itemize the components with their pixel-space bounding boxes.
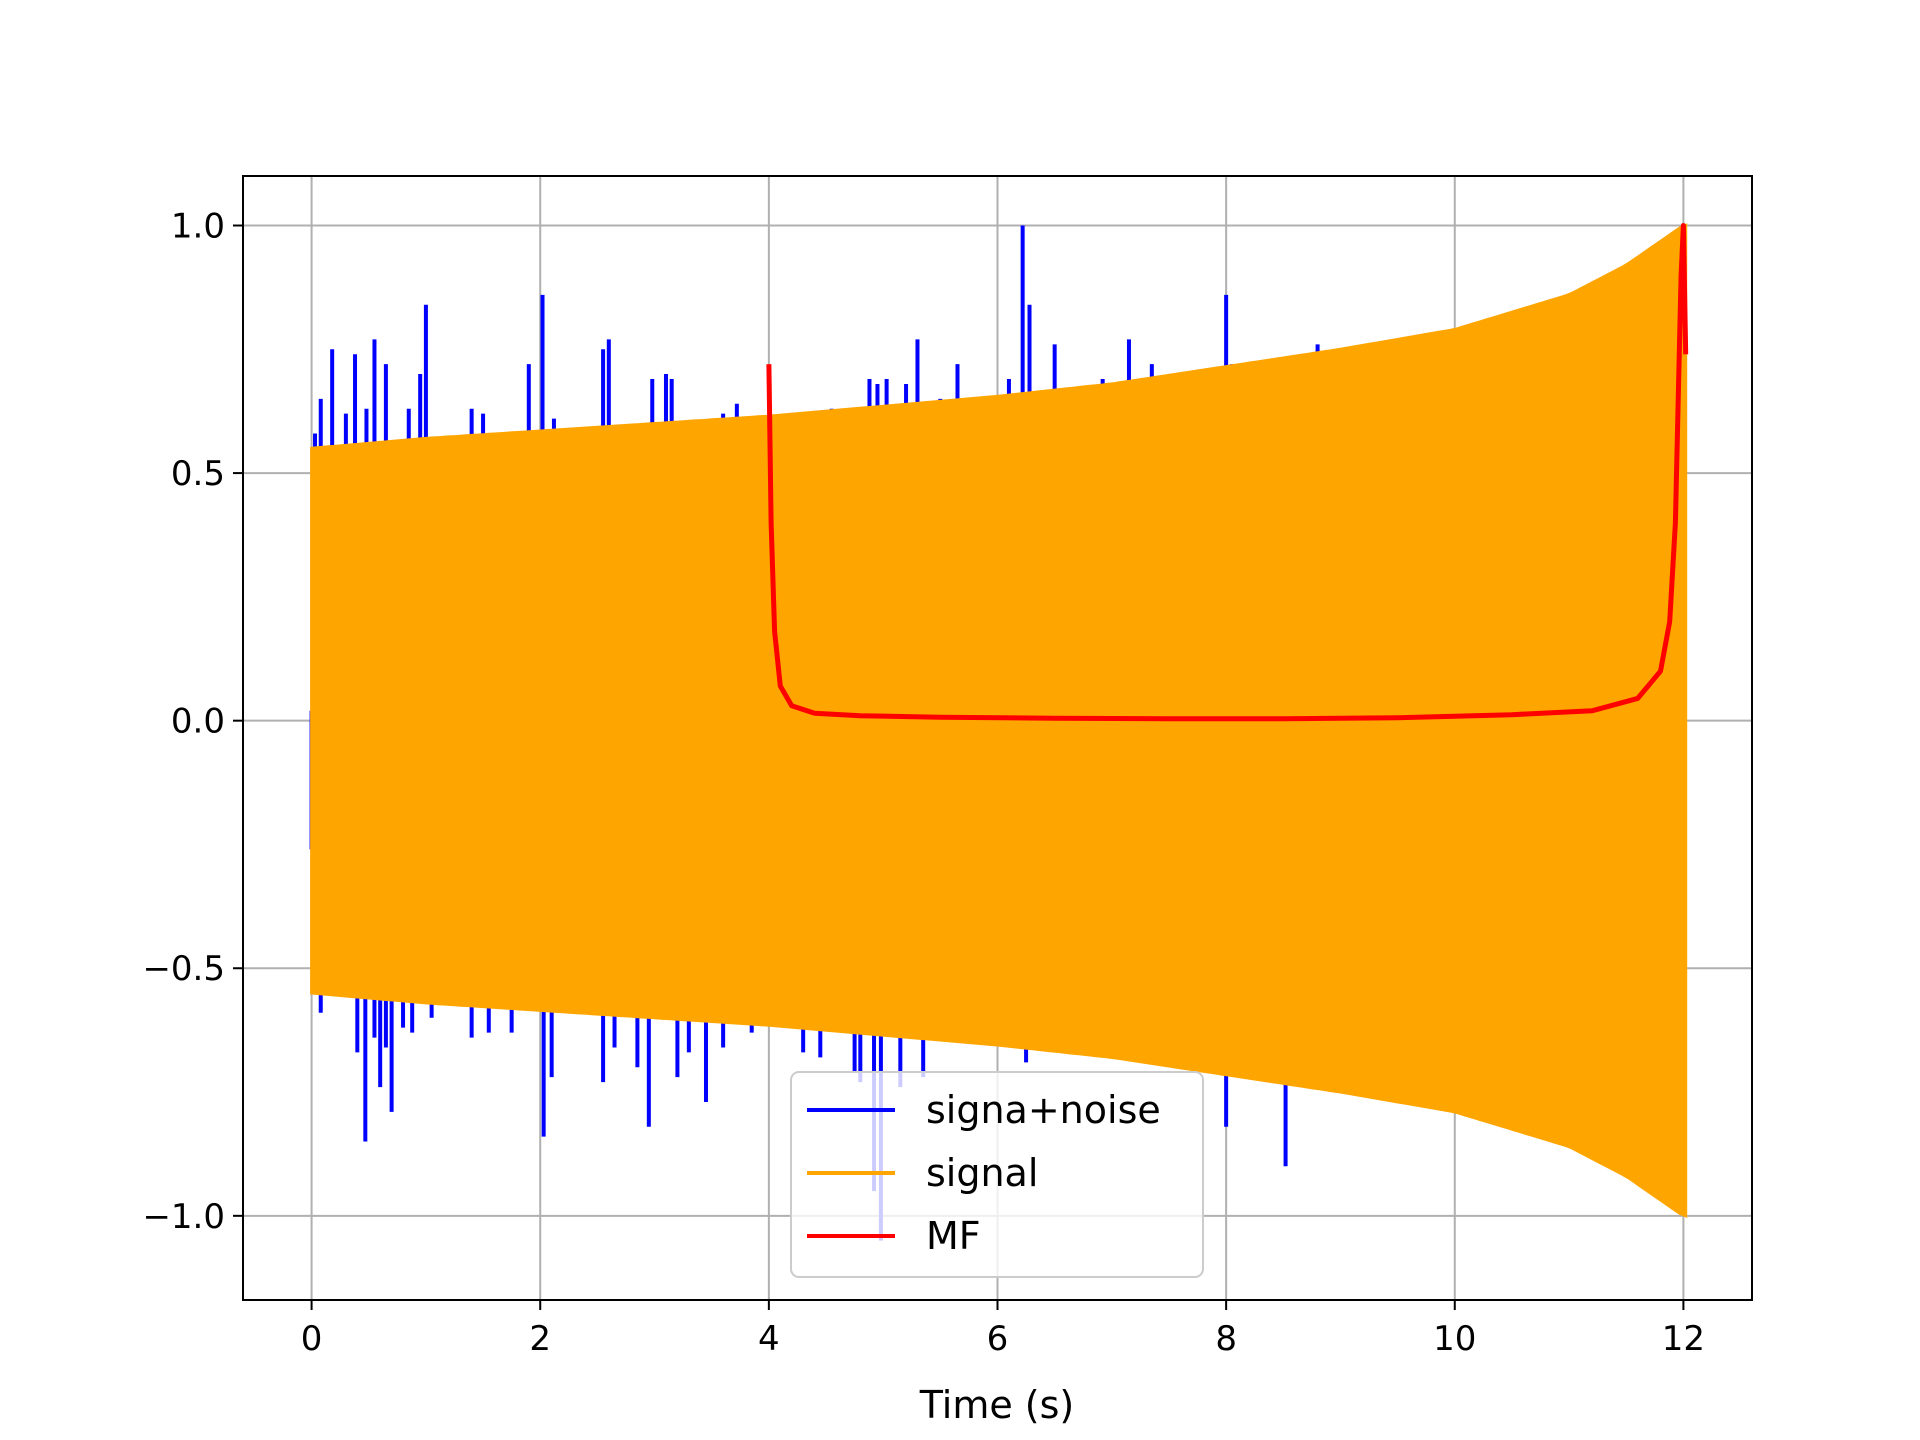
plot-area <box>309 223 1689 1241</box>
x-axis-label: Time (s) <box>919 1383 1075 1427</box>
ticks: 0 2 4 6 8 10 12 1.0 0.5 0.0 −0.5 −1.0 <box>142 207 1705 1359</box>
y-tick-label: 0.0 <box>171 702 225 742</box>
x-tick-label: 2 <box>529 1319 551 1359</box>
y-tick-label: 1.0 <box>171 207 225 247</box>
x-tick-label: 8 <box>1215 1319 1237 1359</box>
x-tick-label: 12 <box>1662 1319 1705 1359</box>
x-tick-label: 4 <box>758 1319 780 1359</box>
y-tick-label: 0.5 <box>171 454 225 494</box>
mf-line <box>766 223 1689 722</box>
legend-label-signa-noise: signa+noise <box>926 1088 1161 1132</box>
legend-label-mf: MF <box>926 1214 981 1258</box>
x-tick-label: 6 <box>987 1319 1009 1359</box>
y-tick-label: −1.0 <box>142 1197 225 1237</box>
x-tick-label: 0 <box>301 1319 323 1359</box>
x-tick-label: 10 <box>1433 1319 1476 1359</box>
legend: signa+noise signal MF <box>790 1071 1204 1278</box>
y-tick-label: −0.5 <box>142 949 225 989</box>
legend-box <box>790 1071 1204 1278</box>
legend-label-signal: signal <box>926 1151 1038 1195</box>
